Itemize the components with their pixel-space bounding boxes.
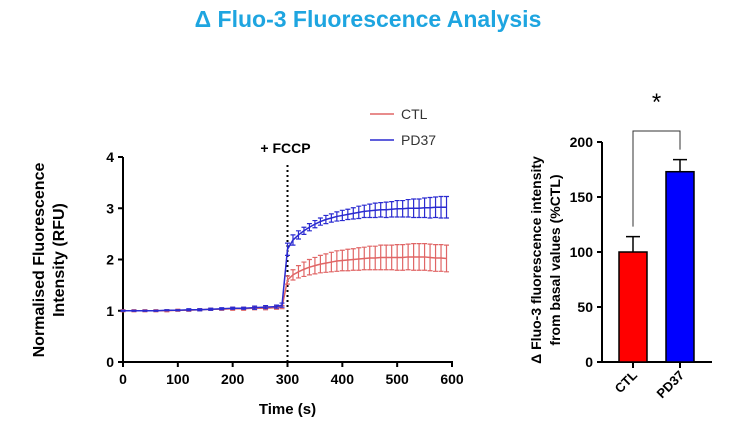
x-tick-label: 0 [119,371,127,387]
bar-category-label: PD37 [654,368,688,402]
bar-error-pd37 [673,158,687,172]
bar-category-label: CTL [612,367,641,396]
bar-y-axis-label: Δ Fluo-3 fluorescence intensity from basa… [528,156,563,364]
y-tick-label: 3 [106,200,114,216]
y-tick-label: 1 [106,303,114,319]
bar-pd37 [665,170,695,363]
bar-y-tick-label: 0 [585,354,593,370]
y-axis-label-line: Normalised Fluorescence [31,163,48,358]
significance-bracket [632,130,681,227]
bar-ctl [618,251,648,363]
bar-y-axis-label-line: from basal values (%CTL) [547,174,563,345]
fccp-annotation: + FCCP [260,140,310,156]
bar-error-ctl [626,235,640,252]
x-tick-label: 600 [440,371,464,387]
bar-y-tick-label: 200 [570,134,594,150]
legend-label-ctl: CTL [401,106,428,122]
y-tick-label: 4 [106,149,114,165]
y-axis-label-line: Intensity (RFU) [51,203,68,317]
page-title: Δ Fluo-3 Fluorescence Analysis [194,6,542,32]
error-bar-pd37 [444,195,450,219]
x-tick-label: 500 [385,371,409,387]
y-tick-label: 0 [106,354,114,370]
significance-marker: * [652,89,661,116]
x-tick-label: 200 [221,371,245,387]
bar-y-tick-label: 100 [570,244,594,260]
x-tick-label: 100 [166,371,190,387]
y-axis-label: Normalised Fluorescence Intensity (RFU) [31,163,68,358]
x-tick-label: 400 [331,371,355,387]
legend-label-pd37: PD37 [401,132,436,148]
x-tick-label: 300 [276,371,300,387]
bar-y-tick-label: 50 [577,299,593,315]
x-axis-label: Time (s) [259,401,316,418]
y-tick-label: 2 [106,252,114,268]
error-bar-ctl [444,244,450,273]
bar-y-tick-label: 150 [570,189,594,205]
bar-y-axis-label-line: Δ Fluo-3 fluorescence intensity [528,156,544,364]
series-line-pd37 [123,206,447,312]
